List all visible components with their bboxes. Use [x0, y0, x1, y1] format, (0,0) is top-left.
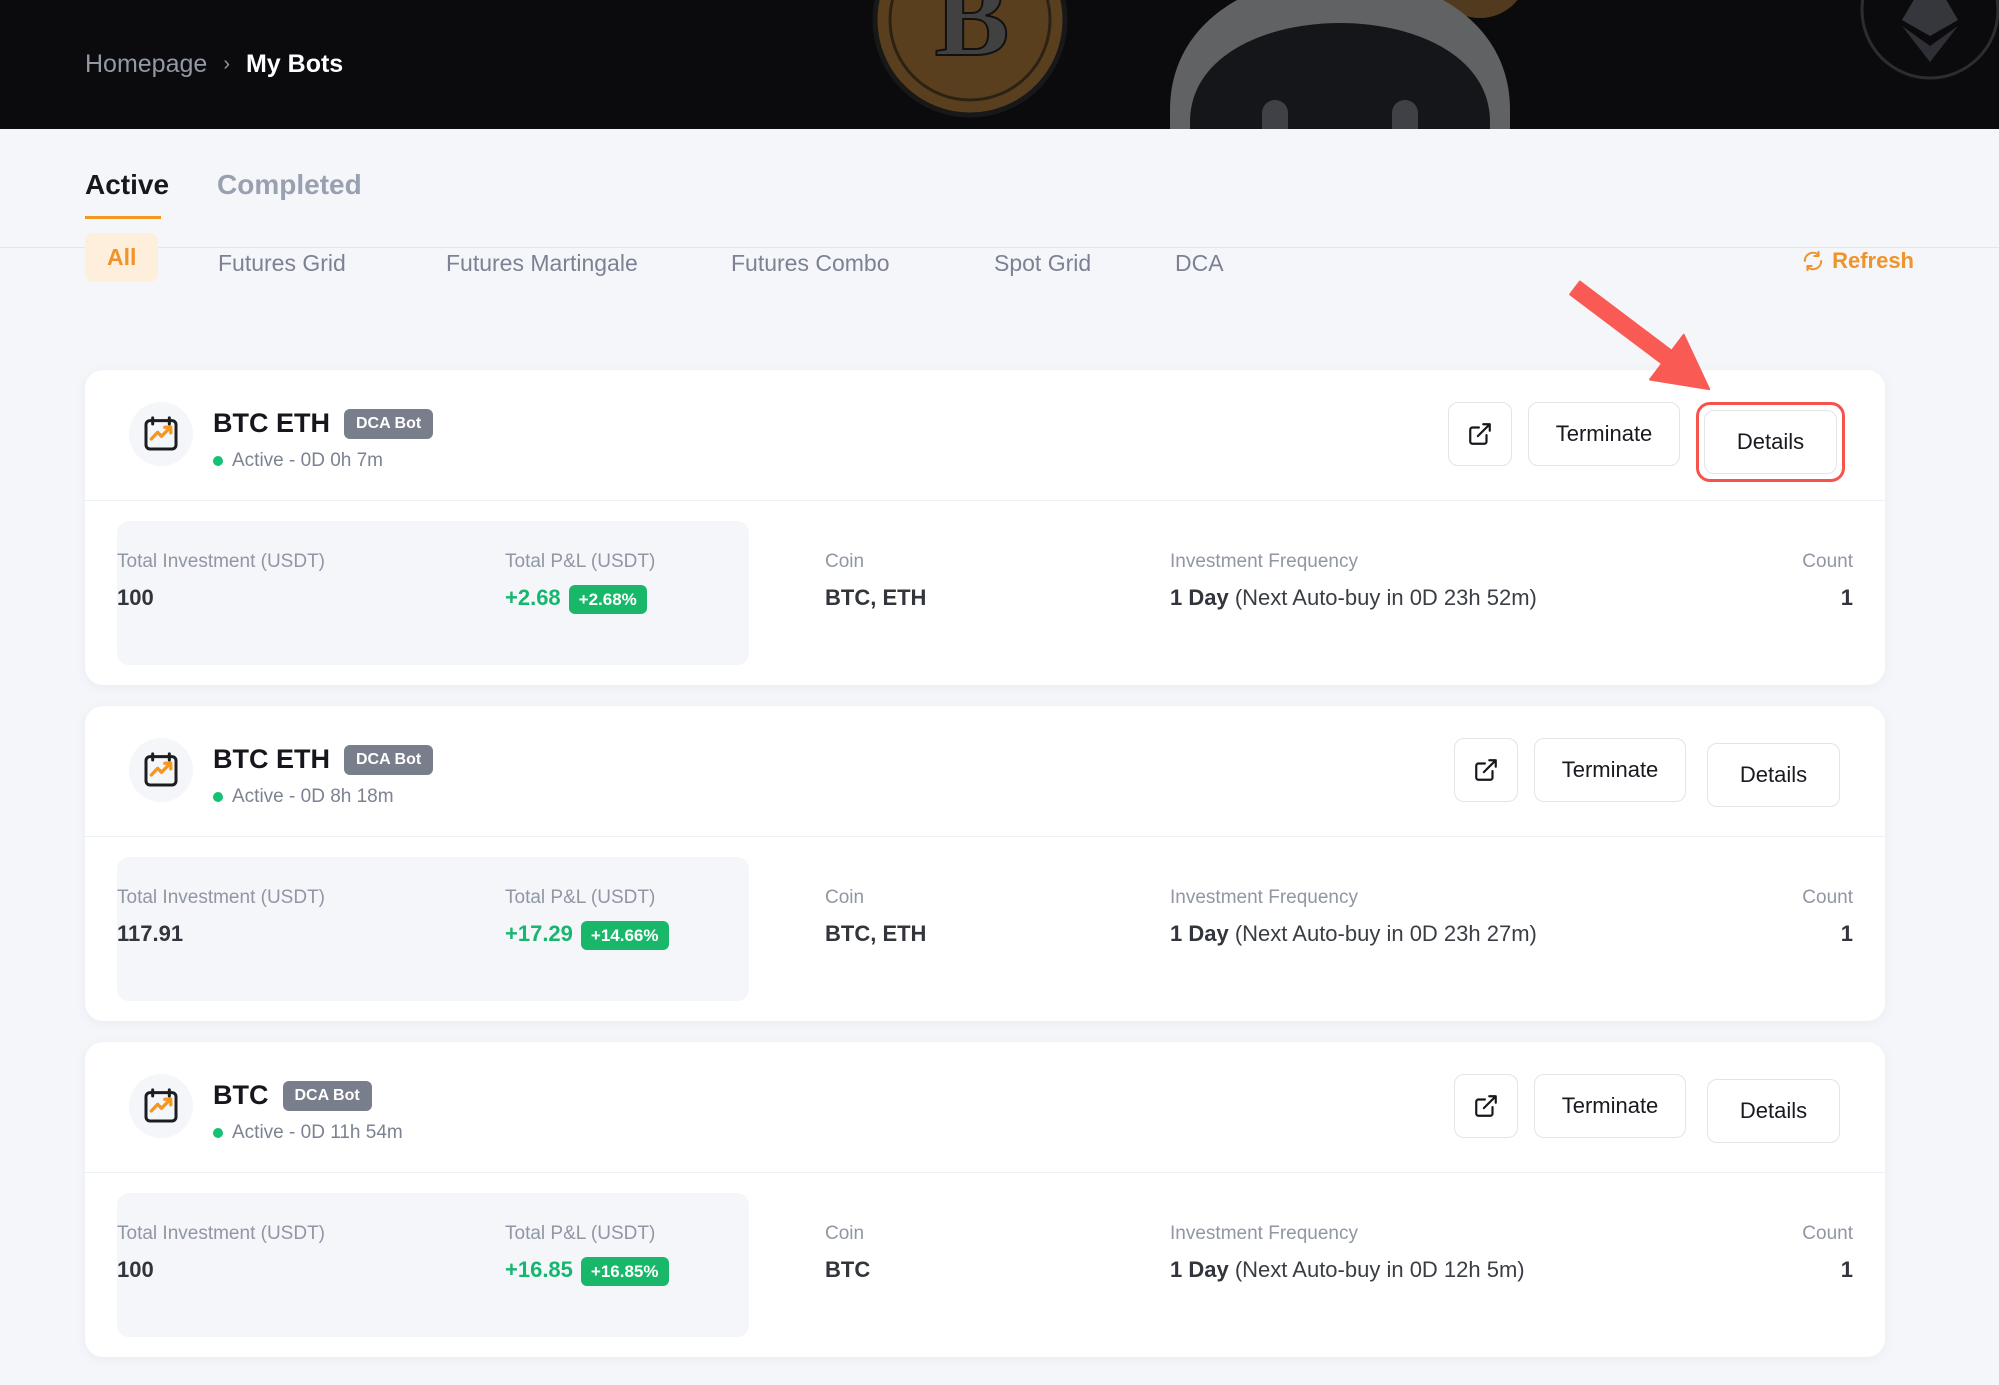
svg-text:B: B [935, 0, 1010, 80]
